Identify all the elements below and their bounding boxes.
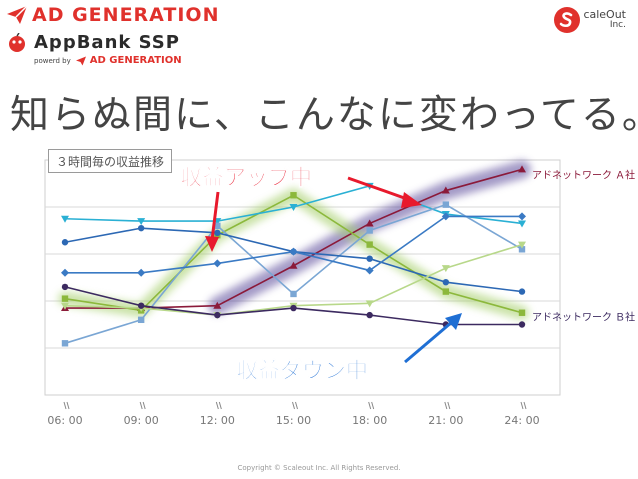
data-point xyxy=(442,201,450,208)
x-tick xyxy=(63,401,67,410)
annotation-up-arrow xyxy=(210,191,220,241)
data-point xyxy=(441,212,450,221)
annotation-up-arrow-right xyxy=(347,176,411,202)
x-tick-label: 21: 00 xyxy=(428,414,463,427)
data-point xyxy=(366,311,373,319)
series-label: アドネットワーク Ｂ社 xyxy=(532,311,635,324)
data-point xyxy=(518,241,526,249)
data-point xyxy=(214,311,221,319)
data-point xyxy=(518,220,526,228)
x-tick xyxy=(142,401,146,410)
data-point xyxy=(518,246,526,253)
data-point xyxy=(365,266,374,275)
x-tick xyxy=(292,401,295,410)
x-tick xyxy=(523,401,527,410)
x-tick xyxy=(66,401,70,410)
data-point xyxy=(365,300,374,308)
x-tick xyxy=(215,401,219,410)
annotation-down-label: 収益ダウン中 xyxy=(236,358,368,384)
x-tick xyxy=(447,401,451,410)
chart-title: ３時間毎の収益推移 xyxy=(48,149,172,173)
data-point xyxy=(518,288,526,295)
data-point xyxy=(61,302,69,310)
data-point xyxy=(289,204,298,211)
x-tick xyxy=(139,401,143,410)
adgeneration-logo: AD GENERATION xyxy=(6,4,220,26)
data-point xyxy=(213,301,222,309)
data-point xyxy=(289,261,298,269)
data-point xyxy=(441,186,450,194)
x-tick-label: 24: 00 xyxy=(504,414,539,427)
paper-plane-small-icon xyxy=(75,56,86,65)
data-point xyxy=(213,259,222,268)
series-label: アドネットワーク Ａ社 xyxy=(532,168,635,181)
data-point xyxy=(366,255,373,262)
paper-plane-icon xyxy=(7,5,28,24)
x-tick-label: 15: 00 xyxy=(276,414,311,427)
data-point xyxy=(289,247,298,256)
partner-name: caleOut xyxy=(583,8,626,21)
data-point xyxy=(137,316,145,323)
brand-primary: AD GENERATION xyxy=(32,4,220,26)
scaleout-logo: caleOut Inc. xyxy=(553,6,626,34)
data-point xyxy=(366,241,373,248)
data-point xyxy=(61,340,69,347)
annotation-down-arrowhead xyxy=(445,313,462,330)
x-tick-label: 12: 00 xyxy=(200,414,235,427)
x-tick-label: 18: 00 xyxy=(352,414,387,427)
x-tick xyxy=(295,401,298,410)
annotation-up-label: 収益アップ中 xyxy=(180,165,312,191)
x-tick xyxy=(218,401,222,410)
data-point xyxy=(61,295,69,302)
data-point xyxy=(365,219,374,227)
data-point xyxy=(214,222,221,229)
brand-secondary: AppBank SSP xyxy=(34,32,180,53)
partner-inc: Inc. xyxy=(609,20,626,30)
data-point xyxy=(137,268,146,277)
x-tick-label: 06: 00 xyxy=(47,414,82,427)
data-point xyxy=(290,304,297,312)
data-point xyxy=(214,229,221,237)
annotation-up-arrowhead xyxy=(205,236,219,252)
data-point xyxy=(518,309,526,316)
data-point xyxy=(137,302,145,309)
data-point xyxy=(61,283,69,291)
x-tick xyxy=(368,401,372,410)
appbank-logo: AppBank SSP xyxy=(6,32,180,53)
apple-icon xyxy=(9,32,25,52)
data-point xyxy=(441,265,450,273)
headline: 知らぬ間に、こんなに変わってる。 xyxy=(10,93,638,138)
powered-brand: AD GENERATION xyxy=(89,55,182,66)
data-point xyxy=(518,212,526,221)
annotation-down-arrow xyxy=(404,320,453,364)
powered-by: powerd by AD GENERATION xyxy=(34,55,182,66)
x-tick-label: 09: 00 xyxy=(124,414,159,427)
data-point xyxy=(518,165,526,173)
data-point xyxy=(61,215,69,223)
powered-label: powerd by xyxy=(34,56,71,65)
header: AD GENERATION AppBank SSP powerd by AD G… xyxy=(0,0,638,80)
data-point xyxy=(290,290,297,298)
x-tick xyxy=(444,401,448,410)
data-point xyxy=(518,321,526,328)
copyright: Copyright © Scaleout Inc. All Rights Res… xyxy=(237,464,401,472)
data-point xyxy=(366,227,373,234)
annotation-up-arrowhead-right xyxy=(401,192,422,208)
data-point xyxy=(442,288,450,295)
scaleout-s-icon xyxy=(554,7,581,33)
data-point xyxy=(442,279,450,286)
data-point xyxy=(290,192,297,199)
data-point xyxy=(137,224,145,232)
data-point xyxy=(61,268,69,277)
x-tick xyxy=(371,401,375,410)
x-tick xyxy=(520,401,524,410)
data-point xyxy=(61,239,69,246)
data-point xyxy=(137,218,146,226)
